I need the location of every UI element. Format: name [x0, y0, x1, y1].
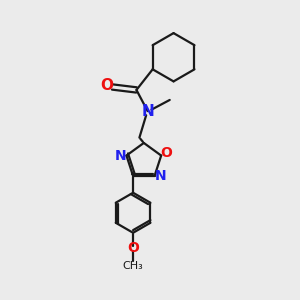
Text: O: O	[100, 78, 113, 93]
Text: O: O	[160, 146, 172, 160]
Text: N: N	[154, 169, 166, 183]
Text: N: N	[141, 103, 154, 118]
Text: CH₃: CH₃	[123, 261, 143, 271]
Text: O: O	[127, 241, 139, 255]
Text: N: N	[115, 148, 126, 163]
